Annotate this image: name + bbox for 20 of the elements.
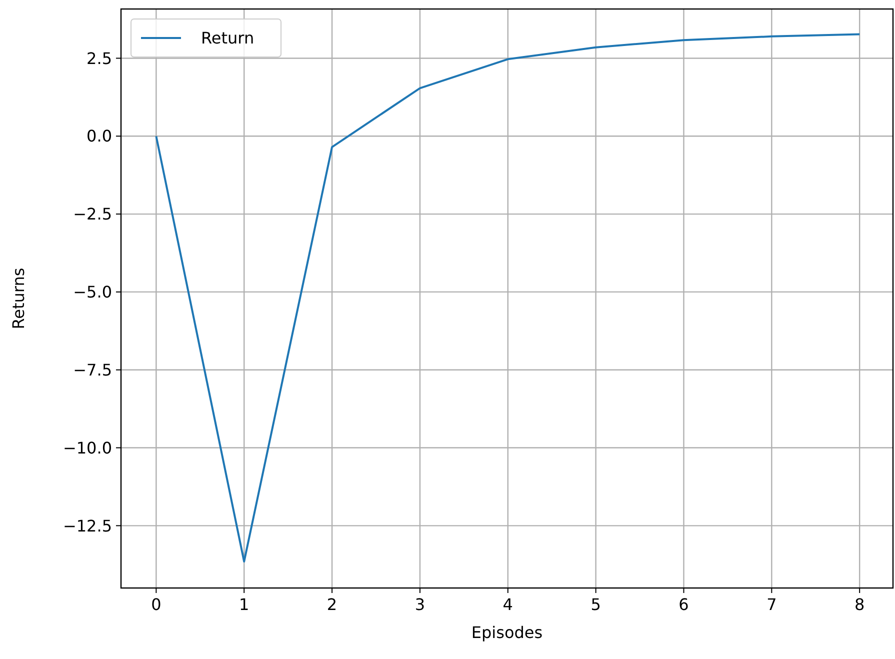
y-tick-label: −2.5 [73,204,112,224]
line-series [155,33,861,563]
y-axis-title: Returns [9,268,28,330]
legend-label: Return [201,28,254,48]
y-tick-label: −7.5 [73,360,112,380]
x-tick-label: 2 [326,595,338,614]
x-tick-label: 7 [766,595,777,614]
x-tick-label: 3 [414,595,426,614]
x-tick-label: 6 [678,595,689,614]
x-tick-label: 5 [590,595,601,614]
y-tick-label: −5.0 [73,282,112,302]
x-tick-label: 0 [151,595,162,614]
x-tick-label: 8 [854,595,865,614]
x-tick-label: 1 [239,595,250,614]
x-axis-title: Episodes [471,623,543,642]
y-tick-label: 2.5 [86,48,112,68]
y-tick-label: 0.0 [86,126,112,146]
y-tick-label: −12.5 [62,516,112,536]
y-tick-label: −10.0 [62,438,112,458]
x-tick-label: 4 [502,595,513,614]
